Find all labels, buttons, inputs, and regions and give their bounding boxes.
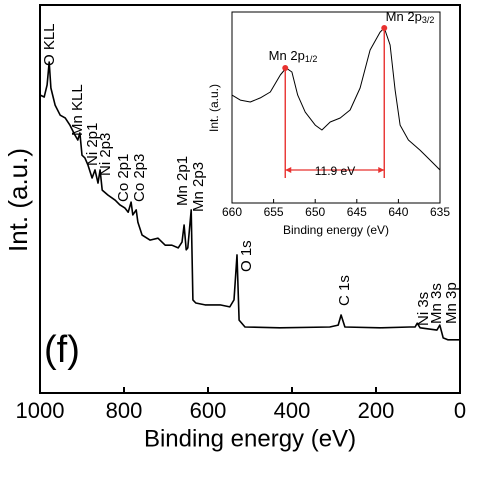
peak-label: Ni 3s	[415, 292, 432, 326]
peak-label: Mn 2p1	[174, 156, 191, 206]
peak-label: O 1s	[238, 240, 255, 272]
x-tick-label: 0	[454, 398, 466, 423]
peak-label: Ni 2p3	[97, 133, 114, 176]
peak-label: Ni 2p1	[84, 123, 101, 166]
inset-x-label: Binding energy (eV)	[283, 223, 389, 237]
axes-frame	[39, 4, 461, 394]
y-axis-label: Int. (a.u.)	[3, 148, 33, 252]
peak-label: Co 2p1	[115, 154, 132, 202]
peak-label: C 1s	[336, 275, 353, 306]
peak-label: Mn 3p	[443, 282, 460, 324]
x-tick-label: 635	[430, 205, 450, 219]
inset-background	[232, 12, 440, 203]
peak-label: O KLL	[41, 23, 58, 66]
peak-label-main: Mn 2p	[269, 48, 305, 63]
peak-label: Mn 3s	[428, 283, 445, 324]
x-tick-label: 655	[264, 205, 284, 219]
peak-label-main: Mn 2p	[386, 9, 422, 24]
marker-dot	[282, 64, 289, 71]
peak-label: Mn 2p1/2	[269, 48, 318, 64]
span-label: 11.9 eV	[315, 164, 355, 178]
peak-label: Co 2p3	[131, 154, 148, 202]
x-tick-label: 640	[388, 205, 408, 219]
spectrum-line	[39, 61, 460, 341]
spectrum-line	[231, 27, 441, 171]
x-tick-label: 200	[358, 398, 395, 423]
x-tick-label: 650	[305, 205, 325, 219]
inset-y-label: Int. (a.u.)	[207, 84, 221, 132]
peak-label: Mn KLL	[69, 84, 86, 136]
panel-label: (f)	[44, 329, 80, 371]
x-tick-label: 645	[347, 205, 367, 219]
marker-dot	[381, 25, 388, 32]
x-tick-label: 800	[106, 398, 143, 423]
x-tick-label: 400	[274, 398, 311, 423]
x-tick-label: 660	[222, 205, 242, 219]
peak-label: Mn 2p3/2	[386, 9, 435, 25]
peak-label-sub: 1/2	[305, 54, 318, 64]
axes-frame	[231, 11, 441, 204]
x-tick-label: 1000	[16, 398, 65, 423]
x-tick-label: 600	[190, 398, 227, 423]
x-axis-label: Binding energy (eV)	[144, 425, 356, 452]
peak-label: Mn 2p3	[190, 162, 207, 212]
peak-label-sub: 3/2	[422, 15, 435, 25]
